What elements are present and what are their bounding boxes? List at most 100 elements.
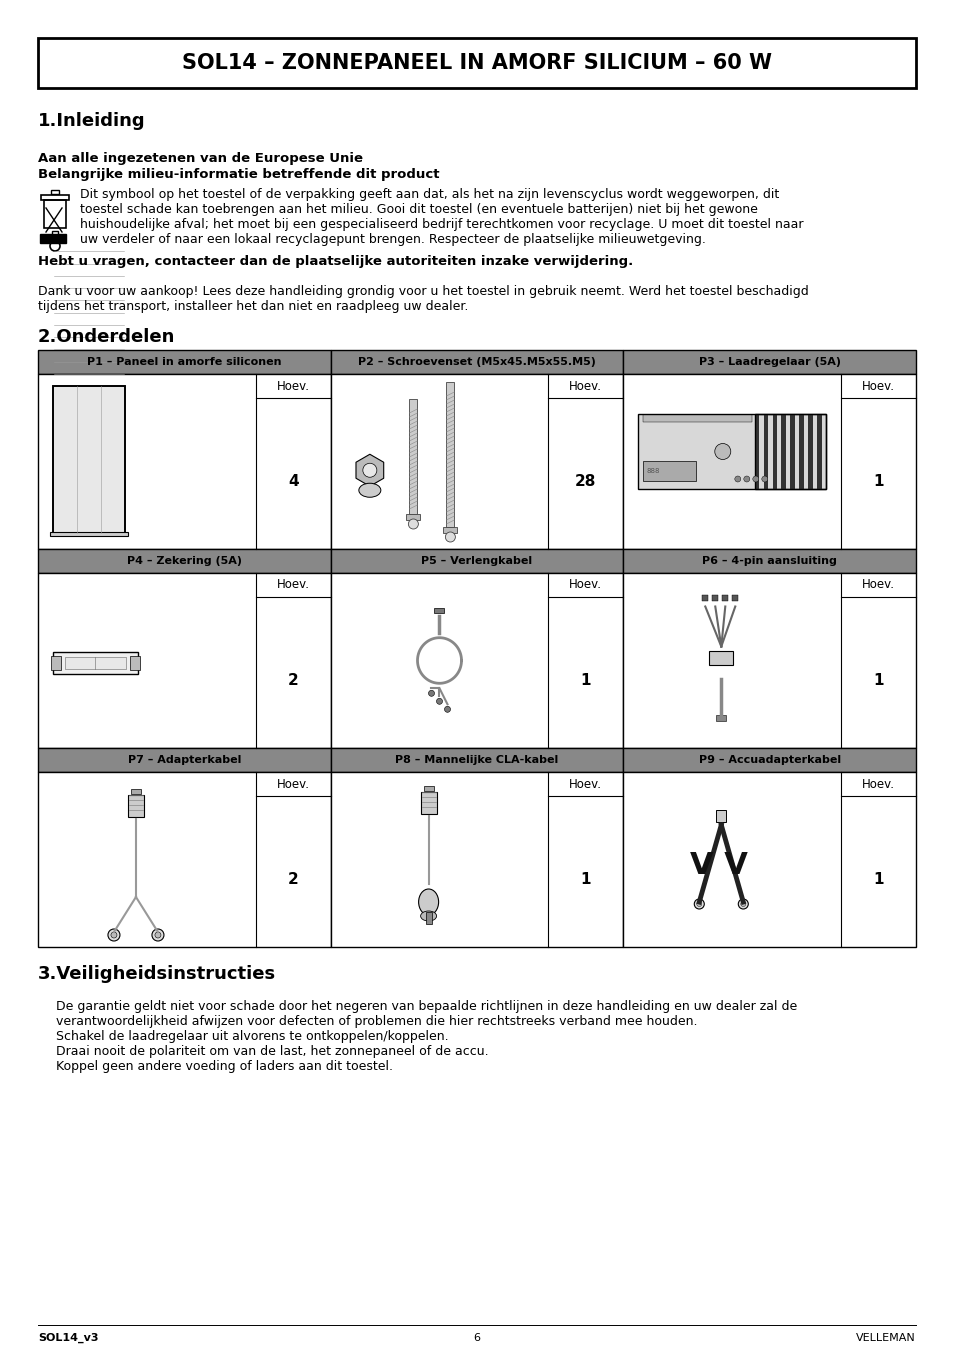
Text: Hoev.: Hoev. — [569, 777, 601, 791]
Circle shape — [714, 443, 730, 460]
Text: 1: 1 — [872, 475, 882, 489]
Bar — [701, 595, 707, 600]
Text: toestel schade kan toebrengen aan het milieu. Gooi dit toestel (en eventuele bat: toestel schade kan toebrengen aan het mi… — [80, 203, 757, 216]
Text: P8 – Mannelijke CLA-kabel: P8 – Mannelijke CLA-kabel — [395, 754, 558, 765]
Bar — [409, 399, 417, 514]
Text: Dit symbool op het toestel of de verpakking geeft aan dat, als het na zijn leven: Dit symbool op het toestel of de verpakk… — [80, 188, 779, 201]
Text: 1: 1 — [872, 872, 882, 887]
Bar — [331, 573, 622, 748]
Bar — [425, 913, 431, 923]
Bar — [781, 414, 785, 489]
Ellipse shape — [418, 890, 438, 915]
Text: V V: V V — [690, 850, 747, 880]
Text: 1.Inleiding: 1.Inleiding — [38, 112, 146, 130]
Circle shape — [445, 531, 455, 542]
Text: 3.Veiligheidsinstructies: 3.Veiligheidsinstructies — [38, 965, 275, 983]
Text: Hoev.: Hoev. — [862, 380, 894, 392]
Bar — [708, 650, 733, 664]
Bar — [406, 514, 420, 521]
Bar — [128, 795, 144, 817]
Text: 2.Onderdelen: 2.Onderdelen — [38, 329, 175, 346]
Bar — [423, 786, 434, 791]
Bar — [53, 387, 125, 533]
Bar — [716, 714, 725, 721]
Bar — [130, 656, 140, 669]
Bar — [331, 748, 622, 772]
Text: P7 – Adapterkabel: P7 – Adapterkabel — [128, 754, 241, 765]
Bar — [51, 656, 61, 669]
Text: Hoev.: Hoev. — [276, 380, 310, 392]
Bar — [443, 527, 456, 533]
Text: P5 – Verlengkabel: P5 – Verlengkabel — [421, 556, 532, 566]
Text: P3 – Laadregelaar (5A): P3 – Laadregelaar (5A) — [698, 357, 840, 366]
Bar — [622, 772, 915, 946]
Polygon shape — [355, 454, 383, 487]
Bar — [434, 607, 444, 612]
Bar — [38, 748, 331, 772]
Ellipse shape — [358, 483, 380, 498]
Circle shape — [108, 929, 120, 941]
Bar — [331, 772, 622, 946]
Bar — [816, 414, 821, 489]
Circle shape — [752, 476, 758, 483]
Bar — [51, 191, 59, 193]
Text: Hebt u vragen, contacteer dan de plaatselijke autoriteiten inzake verwijdering.: Hebt u vragen, contacteer dan de plaatse… — [38, 256, 633, 268]
Text: Hoev.: Hoev. — [862, 579, 894, 592]
Bar — [44, 200, 66, 228]
Bar — [53, 387, 125, 533]
Circle shape — [444, 706, 450, 713]
Bar — [799, 414, 802, 489]
Bar — [754, 414, 825, 489]
Bar — [38, 350, 331, 375]
Text: SOL14_v3: SOL14_v3 — [38, 1333, 98, 1344]
Bar — [38, 38, 915, 88]
Bar — [65, 657, 126, 669]
Bar — [622, 549, 915, 573]
Text: Hoev.: Hoev. — [276, 579, 310, 592]
Bar — [331, 549, 622, 573]
Bar — [772, 414, 776, 489]
Text: SOL14 – ZONNEPANEEL IN AMORF SILICIUM – 60 W: SOL14 – ZONNEPANEEL IN AMORF SILICIUM – … — [182, 53, 771, 73]
Text: P2 – Schroevenset (M5x45.M5x55.M5): P2 – Schroevenset (M5x45.M5x55.M5) — [357, 357, 596, 366]
Bar — [38, 549, 331, 573]
Bar — [732, 595, 738, 600]
Text: P6 – 4-pin aansluiting: P6 – 4-pin aansluiting — [701, 556, 836, 566]
Bar — [754, 414, 759, 489]
Bar — [807, 414, 812, 489]
Text: 2: 2 — [288, 872, 298, 887]
Bar — [721, 595, 727, 600]
Bar — [622, 748, 915, 772]
Circle shape — [154, 932, 161, 938]
Circle shape — [362, 464, 376, 477]
Bar — [622, 573, 915, 748]
Text: 1: 1 — [872, 673, 882, 688]
Bar — [762, 414, 767, 489]
Circle shape — [743, 476, 749, 483]
Circle shape — [734, 476, 740, 483]
Bar — [642, 461, 695, 481]
Text: Dank u voor uw aankoop! Lees deze handleiding grondig voor u het toestel in gebr: Dank u voor uw aankoop! Lees deze handle… — [38, 285, 808, 297]
Text: Hoev.: Hoev. — [569, 380, 601, 392]
Bar — [38, 772, 331, 946]
Text: VELLEMAN: VELLEMAN — [856, 1333, 915, 1343]
Circle shape — [408, 519, 418, 529]
Text: Hoev.: Hoev. — [276, 777, 310, 791]
Text: Belangrijke milieu-informatie betreffende dit product: Belangrijke milieu-informatie betreffend… — [38, 168, 439, 181]
Text: 1: 1 — [580, 673, 591, 688]
Circle shape — [738, 899, 747, 909]
Text: 4: 4 — [288, 475, 298, 489]
Text: Aan alle ingezetenen van de Europese Unie: Aan alle ingezetenen van de Europese Uni… — [38, 151, 363, 165]
Text: 888: 888 — [645, 468, 659, 475]
Text: 6: 6 — [473, 1333, 480, 1343]
Circle shape — [152, 929, 164, 941]
Text: P4 – Zekering (5A): P4 – Zekering (5A) — [127, 556, 241, 566]
Bar — [331, 350, 622, 375]
Bar — [53, 652, 138, 673]
Text: uw verdeler of naar een lokaal recyclagepunt brengen. Respecteer de plaatselijke: uw verdeler of naar een lokaal recyclage… — [80, 233, 705, 246]
Bar — [131, 790, 141, 794]
Circle shape — [436, 698, 442, 704]
Bar — [446, 383, 454, 527]
Text: Hoev.: Hoev. — [862, 777, 894, 791]
Circle shape — [111, 932, 117, 938]
Bar — [40, 234, 66, 243]
